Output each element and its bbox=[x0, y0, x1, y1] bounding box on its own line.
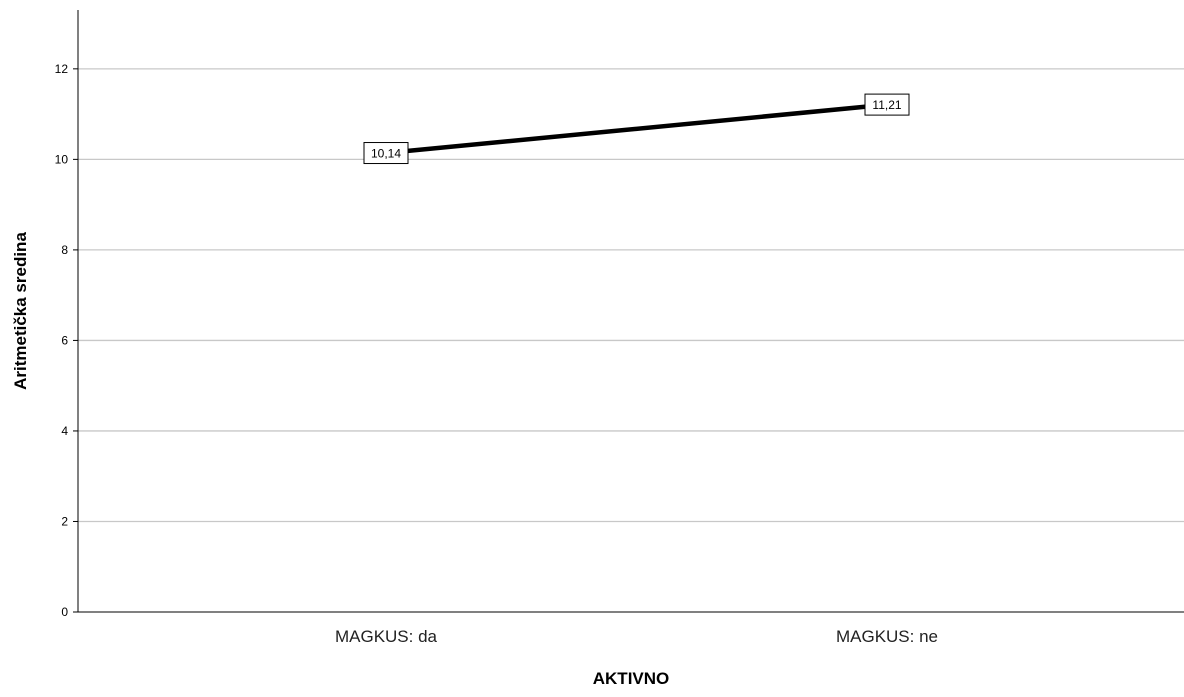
y-tick-label: 4 bbox=[61, 424, 68, 438]
data-labels: 10,14 11,21 bbox=[363, 93, 910, 165]
y-tick-label: 2 bbox=[61, 514, 68, 528]
y-tick-label: 8 bbox=[61, 243, 68, 257]
series-line bbox=[385, 102, 888, 156]
axes bbox=[77, 10, 1184, 613]
y-tick-label: 10 bbox=[55, 152, 69, 166]
x-category-labels: MAGKUS: da MAGKUS: ne bbox=[335, 627, 938, 646]
x-axis-title: AKTIVNO bbox=[593, 669, 670, 688]
x-category-label: MAGKUS: ne bbox=[836, 627, 938, 646]
data-label-box bbox=[864, 93, 910, 116]
y-tick-labels: 0 2 4 6 8 10 12 bbox=[55, 62, 78, 619]
y-tick-label: 0 bbox=[61, 605, 68, 619]
data-label-text: 10,14 bbox=[371, 147, 401, 161]
x-category-label: MAGKUS: da bbox=[335, 627, 438, 646]
data-label-text: 11,21 bbox=[872, 98, 901, 112]
data-label: 10,14 bbox=[363, 142, 409, 165]
series bbox=[385, 102, 888, 156]
data-label-box bbox=[363, 142, 409, 165]
y-axis-title: Aritmetička sredina bbox=[11, 232, 30, 390]
y-tick-label: 6 bbox=[61, 333, 68, 347]
gridlines bbox=[78, 68, 1184, 523]
data-label: 11,21 bbox=[864, 93, 910, 116]
y-tick-label: 12 bbox=[55, 62, 69, 76]
